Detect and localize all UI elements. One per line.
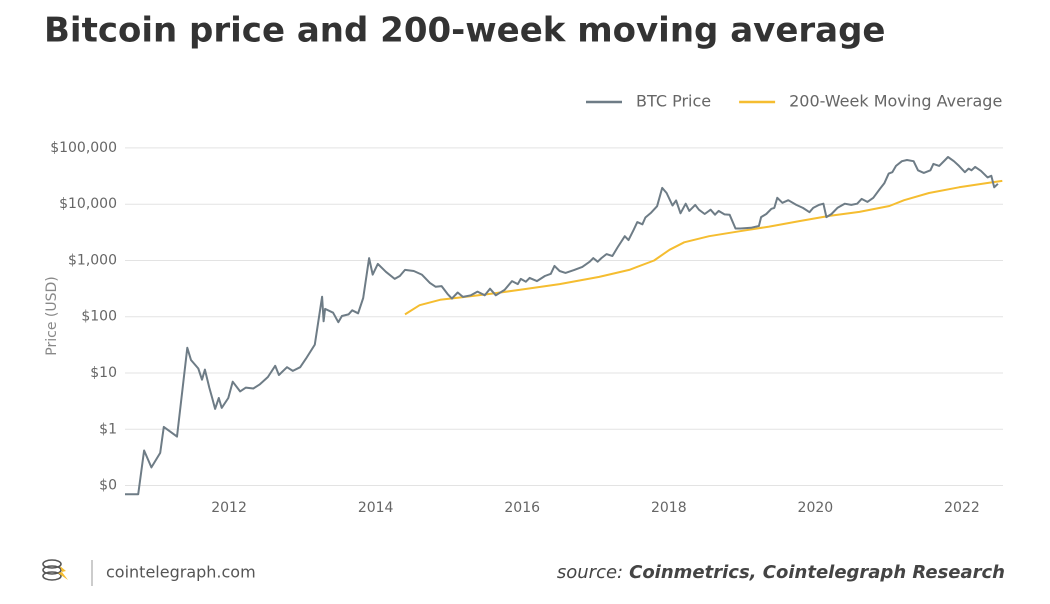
series-line [125,156,999,496]
y-axis-label: Price (USD) [44,276,60,355]
y-tick-label: $100 [81,309,117,325]
x-tick-label: 2020 [798,500,834,516]
x-tick-label: 2014 [358,500,394,516]
site-name: cointelegraph.com [106,563,256,582]
source-text: Coinmetrics, Cointelegraph Research [629,562,1005,583]
legend-label: 200-Week Moving Average [789,92,1002,111]
source: source: Coinmetrics, Cointelegraph Resear… [557,562,1005,583]
chart-title: Bitcoin price and 200-week moving averag… [44,11,885,51]
y-tick-label: $0 [99,478,117,494]
y-tick-label: $100,000 [50,140,117,156]
x-tick-label: 2022 [944,500,980,516]
source-prefix: source: [557,562,623,583]
y-tick-label: $1,000 [68,252,117,268]
y-tick-label: $1 [99,421,117,437]
x-tick-label: 2012 [211,500,247,516]
y-tick-label: $10,000 [59,196,117,212]
legend-label: BTC Price [636,92,711,111]
y-tick-label: $10 [90,365,117,381]
logo [42,559,68,581]
x-tick-label: 2018 [651,500,687,516]
x-tick-label: 2016 [504,500,540,516]
